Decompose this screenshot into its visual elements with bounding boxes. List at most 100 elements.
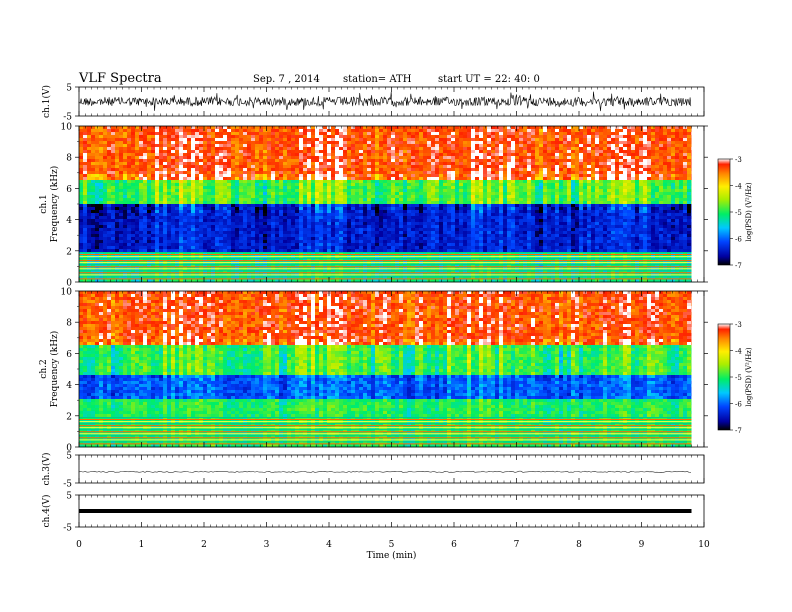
spectrogram-cell bbox=[211, 249, 216, 253]
spectrogram-cell bbox=[323, 252, 328, 256]
spectrogram-cell bbox=[107, 246, 112, 250]
spectrogram-cell bbox=[111, 150, 116, 154]
spectrogram-cell bbox=[319, 276, 324, 280]
spectrogram-cell bbox=[99, 141, 104, 145]
spectrogram-cell bbox=[419, 156, 424, 160]
spectrogram-cell bbox=[263, 165, 268, 169]
spectrogram-cell bbox=[179, 279, 184, 283]
spectrogram-cell bbox=[219, 135, 224, 139]
spectrogram-cell bbox=[427, 180, 432, 184]
spectrogram-cell bbox=[323, 240, 328, 244]
spectrogram-cell bbox=[359, 135, 364, 139]
spectrogram-cell bbox=[123, 258, 128, 262]
spectrogram-cell bbox=[123, 231, 128, 235]
spectrogram-cell bbox=[167, 204, 172, 208]
spectrogram-cell bbox=[375, 213, 380, 217]
spectrogram-cell bbox=[131, 159, 136, 163]
spectrogram-cell bbox=[191, 132, 196, 136]
spectrogram-cell bbox=[107, 153, 112, 157]
spectrogram-cell bbox=[183, 228, 188, 232]
spectrogram-cell bbox=[239, 141, 244, 145]
spectrogram-cell bbox=[383, 183, 388, 187]
spectrogram-cell bbox=[351, 249, 356, 253]
spectrogram-cell bbox=[279, 228, 284, 232]
spectrogram-cell bbox=[131, 258, 136, 262]
spectrogram-cell bbox=[379, 210, 384, 214]
spectrogram-cell bbox=[119, 138, 124, 142]
spectrogram-cell bbox=[267, 210, 272, 214]
spectrogram-cell bbox=[183, 201, 188, 205]
spectrogram-cell bbox=[419, 234, 424, 238]
spectrogram-cell bbox=[159, 165, 164, 169]
spectrogram-cell bbox=[279, 138, 284, 142]
spectrogram-cell bbox=[91, 147, 96, 151]
spectrogram-cell bbox=[411, 186, 416, 190]
spectrogram-cell bbox=[435, 219, 440, 223]
spectrogram-cell bbox=[443, 141, 448, 145]
spectrogram-cell bbox=[275, 204, 280, 208]
spectrogram-cell bbox=[403, 204, 408, 208]
spectrogram-cell bbox=[423, 132, 428, 136]
spectrogram-cell bbox=[111, 279, 116, 283]
spectrogram-cell bbox=[259, 246, 264, 250]
spectrogram-cell bbox=[327, 204, 332, 208]
spectrogram-cell bbox=[175, 198, 180, 202]
spectrogram-cell bbox=[311, 159, 316, 163]
spectrogram-cell bbox=[91, 186, 96, 190]
spectrogram-cell bbox=[407, 150, 412, 154]
spectrogram-cell bbox=[147, 156, 152, 160]
spectrogram-cell bbox=[319, 141, 324, 145]
spectrogram-cell bbox=[175, 240, 180, 244]
spectrogram-cell bbox=[91, 138, 96, 142]
spectrogram-cell bbox=[431, 276, 436, 280]
spectrogram-cell bbox=[183, 150, 188, 154]
spectrogram-cell bbox=[395, 186, 400, 190]
spectrogram-cell bbox=[347, 270, 352, 274]
spectrogram-cell bbox=[235, 186, 240, 190]
spectrogram-cell bbox=[195, 141, 200, 145]
spectrogram-cell bbox=[439, 249, 444, 253]
spectrogram-cell bbox=[363, 276, 368, 280]
spectrogram-cell bbox=[235, 189, 240, 193]
spectrogram-cell bbox=[263, 246, 268, 250]
spectrogram-cell bbox=[231, 279, 236, 283]
spectrogram-cell bbox=[127, 234, 132, 238]
spectrogram-cell bbox=[283, 237, 288, 241]
spectrogram-cell bbox=[247, 171, 252, 175]
spectrogram-cell bbox=[375, 258, 380, 262]
spectrogram-cell bbox=[163, 222, 168, 226]
spectrogram-cell bbox=[327, 264, 332, 268]
spectrogram-cell bbox=[103, 216, 108, 220]
spectrogram-cell bbox=[227, 246, 232, 250]
spectrogram-cell bbox=[131, 165, 136, 169]
spectrogram-cell bbox=[291, 216, 296, 220]
spectrogram-cell bbox=[127, 213, 132, 217]
spectrogram-cell bbox=[339, 234, 344, 238]
spectrogram-cell bbox=[167, 249, 172, 253]
spectrogram-cell bbox=[207, 240, 212, 244]
spectrogram-cell bbox=[79, 234, 84, 238]
spectrogram-cell bbox=[363, 198, 368, 202]
spectrogram-cell bbox=[183, 225, 188, 229]
spectrogram-cell bbox=[107, 258, 112, 262]
spectrogram-cell bbox=[227, 138, 232, 142]
spectrogram-cell bbox=[411, 165, 416, 169]
spectrogram-cell bbox=[443, 234, 448, 238]
spectrogram-cell bbox=[299, 216, 304, 220]
spectrogram-cell bbox=[315, 156, 320, 160]
spectrogram-cell bbox=[423, 204, 428, 208]
spectrogram-cell bbox=[155, 264, 160, 268]
spectrogram-cell bbox=[175, 231, 180, 235]
spectrogram-cell bbox=[395, 180, 400, 184]
spectrogram-cell bbox=[275, 153, 280, 157]
spectrogram-cell bbox=[275, 264, 280, 268]
spectrogram-cell bbox=[395, 150, 400, 154]
spectrogram-cell bbox=[155, 249, 160, 253]
spectrogram-cell bbox=[407, 183, 412, 187]
spectrogram-cell bbox=[163, 276, 168, 280]
spectrogram-cell bbox=[343, 243, 348, 247]
spectrogram-cell bbox=[239, 222, 244, 226]
spectrogram-cell bbox=[131, 252, 136, 256]
spectrogram-cell bbox=[427, 138, 432, 142]
spectrogram-cell bbox=[175, 207, 180, 211]
